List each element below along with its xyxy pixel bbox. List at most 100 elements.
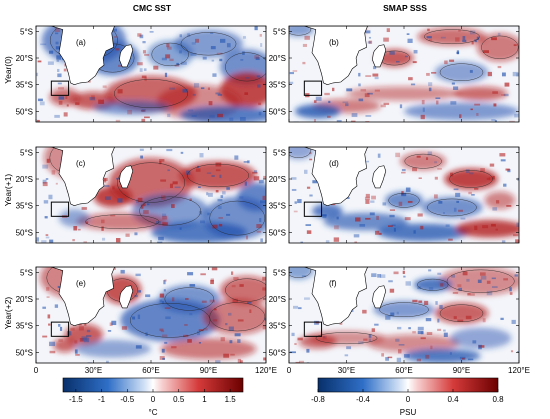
anomaly-field	[289, 267, 519, 363]
lon-tick-label: 120°E	[508, 366, 530, 375]
anomaly-field	[36, 147, 266, 243]
lon-tick-label: 60°E	[395, 366, 412, 375]
region-box	[50, 201, 70, 217]
lat-tick-label: 50°S	[269, 348, 286, 357]
panel-label: (b)	[329, 38, 339, 47]
lat-tick-label: 20°S	[269, 175, 286, 184]
col-title-sss: SMAP SSS	[383, 3, 427, 13]
lat-tick-label: 50°S	[16, 228, 33, 237]
map-panel: (d) 5°S 20°S 35°S 50°S	[269, 146, 520, 244]
anomaly-blob	[74, 339, 151, 358]
anomaly-blob	[484, 191, 516, 210]
row-label-year2: Year(+2)	[3, 297, 13, 330]
panel-label: (c)	[76, 159, 86, 168]
anomaly-blob	[404, 102, 519, 121]
anomaly-blob	[455, 219, 519, 238]
anomaly-blob	[404, 348, 481, 363]
lon-tick-label: 0	[287, 366, 292, 375]
anomaly-blob	[453, 86, 508, 101]
anomaly-blob	[367, 334, 460, 353]
lat-tick-label: 5°S	[273, 27, 286, 36]
region-box	[303, 201, 323, 217]
lat-tick-label: 5°S	[20, 268, 33, 277]
map-panel: (b) 5°S 20°S 35°S 50°S	[269, 25, 520, 123]
madagascar-landmass	[372, 44, 387, 68]
lat-tick-label: 35°S	[16, 322, 33, 331]
anomaly-blob	[64, 323, 104, 346]
map-panel: (c) 5°S 20°S 35°S 50°S	[16, 146, 267, 244]
anomaly-blob	[289, 26, 314, 37]
lat-tick-label: 20°S	[16, 175, 33, 184]
colorbar-tick-label: 0.5	[173, 395, 185, 404]
anomaly-blob	[312, 203, 343, 219]
anomaly-blob	[179, 161, 257, 190]
lat-tick-label: 5°S	[20, 148, 33, 157]
panel-label: (e)	[76, 279, 86, 288]
lat-tick-label: 5°S	[273, 148, 286, 157]
panel-label: (a)	[76, 38, 86, 47]
anomaly-blob	[413, 277, 452, 292]
lat-tick-label: 50°S	[16, 348, 33, 357]
row-label-year0: Year(0)	[3, 56, 13, 84]
anomaly-blob	[298, 334, 337, 349]
anomaly-blob	[417, 27, 487, 46]
colorbar-tick-label: 0.4	[447, 395, 459, 404]
anomaly-blob	[373, 300, 435, 319]
anomaly-blob	[160, 338, 257, 360]
lat-tick-label: 35°S	[16, 81, 33, 90]
map-panels: (a) 5°S 20°S 35°S 50°S (b) 5°S 20°S 35°S 50°S (c) 5…	[16, 25, 530, 375]
africa-landmass	[304, 267, 368, 327]
anomaly-blob	[294, 104, 341, 119]
anomaly-blob	[120, 299, 220, 342]
anomaly-blob	[434, 302, 489, 324]
anomaly-blob	[346, 86, 462, 101]
anomaly-blob	[53, 338, 77, 353]
colorbar-sst: -1.5 -1 -0.5 0 0.5 1 1.5 °C	[62, 377, 244, 417]
anomaly-blob	[450, 327, 512, 349]
lat-tick-label: 20°S	[16, 54, 33, 63]
lat-tick-label: 35°S	[16, 202, 33, 211]
madagascar-landmass	[119, 44, 134, 68]
africa-landmass	[51, 147, 115, 207]
region-box	[303, 321, 323, 337]
lon-tick-label: 90°E	[200, 366, 217, 375]
colorbar-tick-label: -1	[98, 395, 106, 404]
map-panel: (a) 5°S 20°S 35°S 50°S	[16, 25, 267, 123]
lat-tick-label: 35°S	[269, 322, 286, 331]
colorbar-tick-label: 0	[151, 395, 156, 404]
colorbar-tick-label: -0.8	[311, 395, 325, 404]
lon-tick-label: 90°E	[453, 366, 470, 375]
colorbar-tick-label: -0.5	[120, 395, 134, 404]
anomaly-blob	[174, 29, 243, 58]
anomaly-blob	[220, 275, 266, 305]
region-box	[50, 80, 70, 96]
colorbar-tick-label: 0	[406, 395, 411, 404]
anomaly-blob	[202, 299, 266, 335]
region-box	[303, 80, 323, 96]
lon-tick-label: 120°E	[255, 366, 277, 375]
anomaly-field	[289, 147, 519, 243]
panel-label: (f)	[329, 279, 337, 288]
anomaly-blob	[323, 212, 408, 231]
anomaly-field	[289, 26, 519, 122]
lat-tick-label: 20°S	[269, 54, 286, 63]
anomaly-blob	[444, 168, 498, 190]
lon-tick-label: 30°E	[338, 366, 355, 375]
row-label-year1: Year(+1)	[3, 174, 13, 207]
colorbar-sst-unit: °C	[149, 408, 158, 417]
map-panel: (f) 5°S 20°S 35°S 50°S0 30°E 60°E 90°E 120°E	[269, 266, 530, 375]
map-panel: (e) 5°S 20°S 35°S 50°S0 30°E 60°E 90°E 120°E	[16, 266, 277, 375]
lon-tick-label: 30°E	[85, 366, 102, 375]
anomaly-blob	[384, 191, 424, 210]
colorbar-tick-label: 0.8	[492, 395, 504, 404]
lat-tick-label: 50°S	[16, 107, 33, 116]
colorbar-tick-label: -1.5	[69, 395, 83, 404]
colorbar-tick-label: -0.4	[356, 395, 370, 404]
lat-tick-label: 5°S	[273, 268, 286, 277]
anomaly-blob	[400, 152, 447, 171]
region-box	[50, 321, 70, 337]
africa-landmass	[51, 26, 115, 86]
madagascar-landmass	[372, 285, 387, 309]
colorbar-sss: -0.8 -0.4 0 0.4 0.8 PSU	[311, 377, 504, 417]
